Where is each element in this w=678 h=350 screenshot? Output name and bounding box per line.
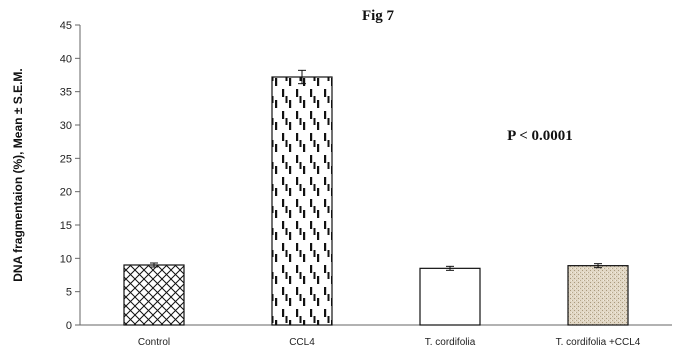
x-category-label: T. cordifolia [425, 337, 476, 348]
y-ticks: 0 5 10 15 20 25 30 35 40 45 [60, 20, 80, 332]
x-labels: Control CCL4 T. cordifolia T. cordifolia +C… [138, 337, 641, 348]
chart-title: Fig 7 [362, 8, 395, 24]
y-tick-label: 10 [60, 253, 72, 265]
y-axis: 0 5 10 15 20 25 30 35 40 45 [60, 20, 81, 332]
x-category-label: CCL4 [289, 337, 315, 348]
x-category-label: T. cordifolia +CCL4 [556, 337, 641, 348]
y-tick-label: 45 [60, 20, 72, 32]
error-bars [150, 69, 602, 271]
y-tick-label: 30 [60, 120, 72, 132]
y-tick-label: 5 [66, 287, 72, 299]
p-value-annotation: P < 0.0001 [507, 128, 573, 144]
y-axis-label: DNA fragmentaion (%), Mean ± S.E.M. [11, 68, 25, 282]
bar-control [123, 264, 185, 326]
bar-t-cordifolia-ccl4 [567, 265, 629, 326]
y-tick-label: 25 [60, 153, 72, 165]
y-tick-label: 40 [60, 53, 72, 65]
y-tick-label: 15 [60, 220, 72, 232]
y-tick-label: 35 [60, 87, 72, 99]
bar-t-cordifolia [419, 267, 481, 326]
bar-ccl4 [271, 76, 333, 326]
y-tick-label: 20 [60, 187, 72, 199]
x-category-label: Control [138, 337, 170, 348]
bars [123, 76, 629, 326]
y-tick-label: 0 [66, 320, 72, 332]
